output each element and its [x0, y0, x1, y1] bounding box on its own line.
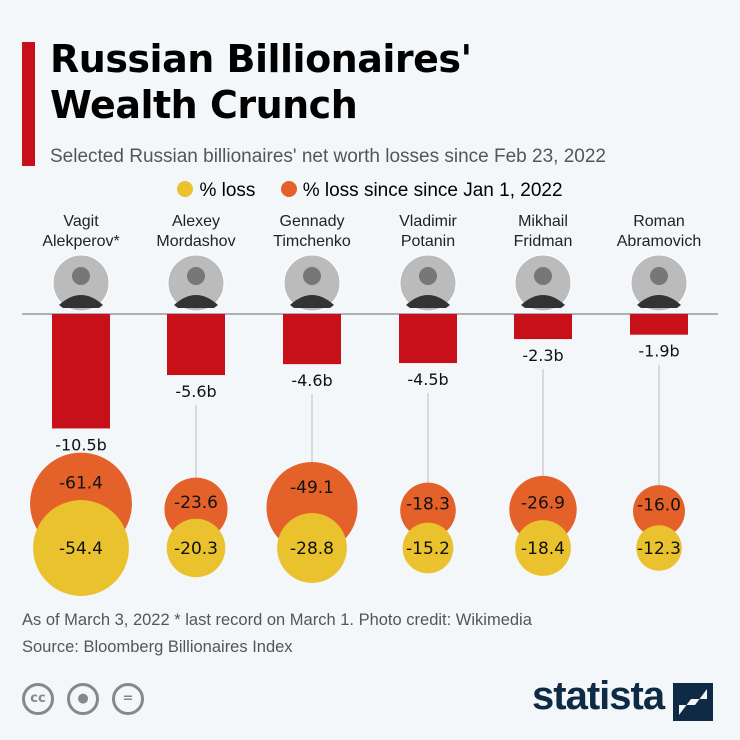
bubble-pct-loss	[277, 513, 347, 583]
portrait-head	[650, 267, 668, 285]
portrait-head	[187, 267, 205, 285]
bubble-label-loss: -18.4	[521, 539, 565, 559]
category-label: Vagit	[63, 213, 99, 230]
bar-value-label: -5.6b	[175, 382, 216, 401]
legend: % loss % loss since since Jan 1, 2022	[0, 180, 740, 202]
category-label: Potanin	[401, 233, 455, 250]
portrait-body	[290, 295, 334, 308]
portrait-head	[303, 267, 321, 285]
portrait-body	[174, 295, 218, 308]
portrait-head	[534, 267, 552, 285]
bar-value-label: -1.9b	[638, 342, 679, 361]
category-label: Gennady	[280, 213, 345, 230]
bubble-label-jan: -18.3	[406, 495, 450, 515]
bar	[167, 314, 225, 376]
bubble-label-jan: -23.6	[174, 493, 218, 513]
attribution-icon[interactable]: ●	[67, 683, 99, 715]
category-label: Alekperov*	[42, 233, 119, 250]
bar	[283, 314, 341, 365]
bubble-pct-loss	[33, 500, 129, 596]
statista-logo-mark-icon	[673, 683, 713, 721]
bar-value-label: -10.5b	[55, 435, 107, 454]
bubble-label-loss: -12.3	[637, 539, 681, 559]
bubble-label-jan: -16.0	[637, 496, 681, 516]
bar-value-label: -4.6b	[291, 371, 332, 390]
category-label: Roman	[633, 213, 685, 230]
bubble-pct-loss	[636, 525, 682, 571]
bubble-pct-loss	[166, 518, 226, 578]
portrait-body	[637, 295, 681, 308]
bar	[52, 314, 110, 429]
category-label: Mikhail	[518, 213, 568, 230]
portrait-head	[72, 267, 90, 285]
portrait-head	[419, 267, 437, 285]
category-label: Timchenko	[273, 233, 351, 250]
category-label: Abramovich	[617, 233, 701, 250]
bubble-label-jan: -26.9	[521, 493, 565, 513]
no-derivatives-icon[interactable]: =	[112, 683, 144, 715]
chart-title: Russian Billionaires' Wealth Crunch	[50, 37, 472, 127]
chart-subtitle: Selected Russian billionaires' net worth…	[50, 146, 606, 167]
bar-value-label: -4.5b	[407, 370, 448, 389]
portrait-body	[521, 295, 565, 308]
footnote: As of March 3, 2022 * last record on Mar…	[22, 611, 532, 629]
source: Source: Bloomberg Billionaires Index	[22, 638, 293, 656]
bubble-pct-loss	[515, 520, 571, 576]
orange-dot-icon	[280, 181, 297, 197]
bar-value-label: -2.3b	[522, 346, 563, 365]
bubble-label-loss: -20.3	[174, 539, 218, 559]
bubble-label-loss: -54.4	[59, 539, 103, 559]
legend-item-pct-loss: % loss	[177, 180, 255, 201]
legend-item-pct-loss-jan: % loss since since Jan 1, 2022	[280, 180, 563, 201]
statista-logo[interactable]: statista	[532, 674, 665, 718]
portrait-body	[406, 295, 450, 308]
bubble-pct-loss-jan	[633, 485, 685, 538]
bubble-label-loss: -15.2	[406, 539, 450, 559]
bar	[399, 314, 457, 364]
bar	[630, 314, 688, 335]
bubble-label-jan: -49.1	[290, 478, 334, 498]
bubble-pct-loss	[402, 522, 454, 574]
yellow-dot-icon	[177, 181, 194, 197]
bubble-pct-loss-jan	[400, 482, 456, 539]
portrait-body	[59, 295, 103, 308]
accent-bar	[22, 42, 35, 166]
category-label: Mordashov	[156, 233, 235, 250]
category-label: Alexey	[172, 213, 220, 230]
bar	[514, 314, 572, 340]
category-label: Vladimir	[399, 213, 457, 230]
bubble-label-loss: -28.8	[290, 539, 334, 559]
bubble-label-jan: -61.4	[59, 474, 103, 494]
category-label: Fridman	[514, 233, 573, 250]
cc-license-icon[interactable]: cc	[22, 683, 54, 715]
